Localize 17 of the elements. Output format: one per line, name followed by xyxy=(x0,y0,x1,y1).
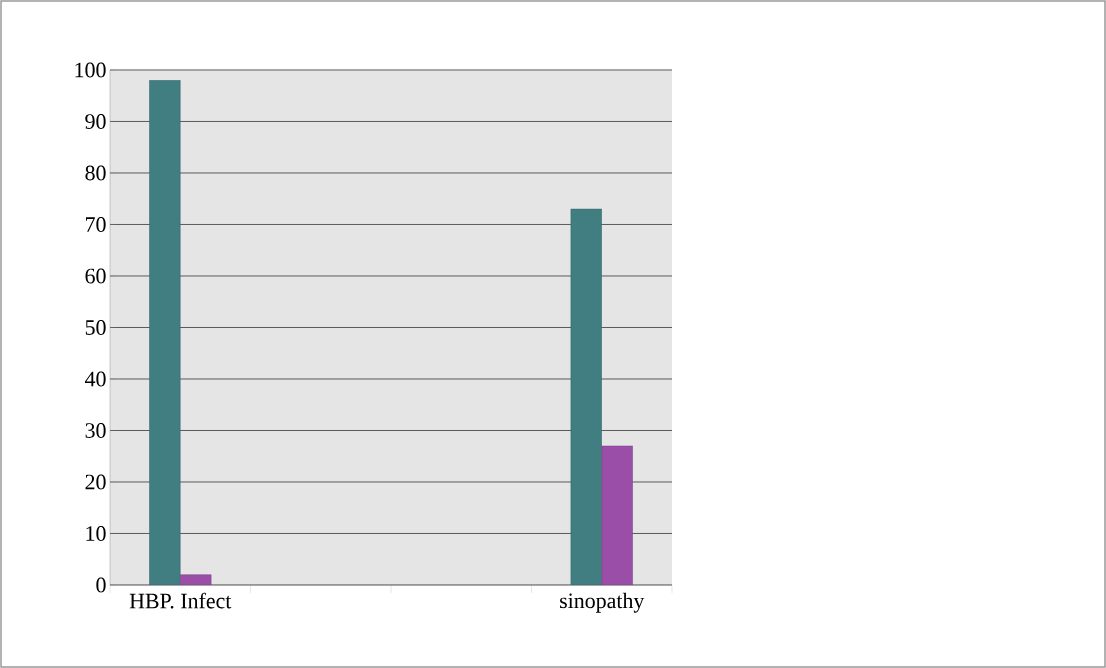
y-tick-label: 100 xyxy=(75,62,106,78)
y-tick-label: 40 xyxy=(84,371,106,387)
x-tick-label: HBP. Infect xyxy=(129,592,232,609)
bar xyxy=(180,574,212,585)
y-tick-label: 70 xyxy=(86,217,106,232)
y-tick-label: 10 xyxy=(86,526,106,541)
y-tick-label: 50 xyxy=(85,320,106,335)
y-tick-label: 20 xyxy=(85,474,106,490)
y-tick-label: 60 xyxy=(85,268,106,284)
y-tick-label: 80 xyxy=(85,165,106,181)
y-tick-label: 30 xyxy=(85,423,106,438)
bar xyxy=(149,80,181,585)
y-tick-label: 0 xyxy=(96,577,106,593)
bar xyxy=(570,208,602,585)
bar xyxy=(601,445,633,585)
x-tick-label: sinopathy xyxy=(560,592,645,613)
y-tick-label: 90 xyxy=(85,114,106,129)
